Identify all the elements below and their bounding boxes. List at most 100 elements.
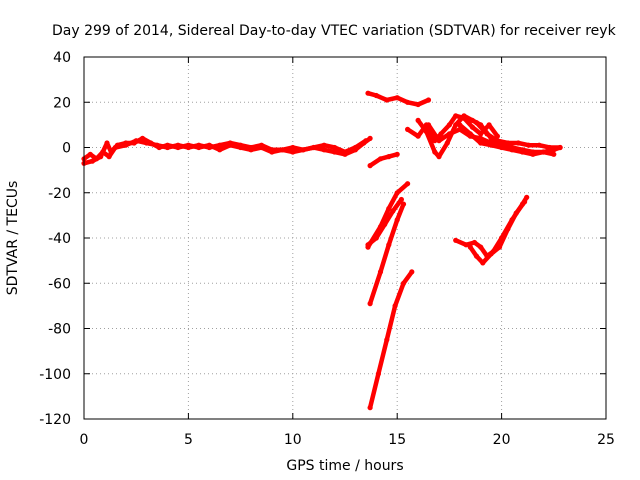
data-point: [185, 142, 191, 148]
data-point: [148, 140, 154, 146]
data-point: [540, 149, 547, 155]
x-tick-label: 5: [184, 432, 193, 448]
data-point: [375, 371, 381, 377]
data-point: [473, 253, 480, 259]
data-point: [405, 181, 411, 187]
data-point: [321, 142, 327, 148]
data-point: [367, 405, 373, 411]
data-point: [423, 129, 429, 135]
data-point: [386, 242, 392, 248]
data-point: [217, 142, 223, 148]
data-point: [106, 154, 112, 160]
data-point: [123, 140, 129, 146]
data-point: [156, 144, 162, 151]
data-point: [522, 199, 528, 205]
data-point: [392, 303, 398, 309]
data-point: [258, 144, 265, 151]
data-point: [415, 133, 421, 139]
data-point: [519, 149, 526, 155]
data-point: [467, 131, 473, 137]
grid: [84, 57, 606, 419]
data-point: [248, 147, 254, 153]
data-point: [515, 140, 521, 146]
data-point: [290, 149, 296, 155]
data-point: [279, 147, 285, 153]
data-point: [473, 120, 480, 126]
data-point: [478, 140, 484, 146]
data-point: [342, 151, 348, 157]
data-point: [382, 221, 388, 227]
data-point: [467, 244, 473, 250]
data-point: [227, 142, 233, 148]
data-point: [89, 158, 95, 164]
data-point: [373, 235, 379, 241]
data-point: [386, 206, 392, 212]
data-point: [365, 242, 371, 248]
data-point: [446, 131, 452, 137]
data-point: [494, 138, 500, 144]
y-tick-label: -80: [48, 322, 71, 338]
data-point: [415, 101, 421, 108]
data-point: [367, 163, 373, 169]
data-point: [367, 301, 373, 307]
series-trace: [457, 122, 557, 157]
data-point: [361, 140, 367, 146]
y-tick-label: -20: [48, 186, 71, 202]
data-point: [505, 140, 511, 146]
data-point: [471, 239, 478, 246]
data-point: [300, 147, 306, 153]
data-point: [469, 117, 475, 123]
data-point: [196, 144, 202, 151]
y-tick-label: 20: [53, 95, 71, 111]
data-point: [425, 97, 432, 103]
data-traces: [81, 90, 563, 411]
y-tick-label: -100: [39, 367, 71, 383]
data-point: [384, 97, 390, 103]
data-point: [321, 147, 327, 153]
y-axis-label: SDTVAR / TECUs: [5, 181, 21, 296]
data-point: [425, 122, 432, 128]
data-point: [469, 124, 475, 130]
data-point: [175, 144, 181, 151]
data-point: [505, 226, 511, 232]
data-point: [377, 156, 384, 162]
y-tick-label: 40: [53, 50, 71, 66]
data-point: [139, 135, 146, 141]
data-point: [486, 122, 492, 128]
data-point: [332, 149, 338, 155]
data-point: [536, 142, 542, 148]
chart-title: Day 299 of 2014, Sidereal Day-to-day VTE…: [52, 23, 617, 39]
data-point: [409, 269, 415, 275]
data-point: [478, 131, 484, 137]
data-point: [446, 122, 452, 128]
data-point: [394, 190, 400, 196]
data-point: [131, 140, 137, 146]
data-point: [453, 237, 459, 243]
data-point: [290, 144, 296, 151]
data-point: [524, 194, 530, 200]
data-point: [394, 217, 400, 223]
data-point: [394, 151, 400, 157]
y-tick-label: 0: [62, 141, 71, 157]
data-point: [400, 201, 407, 207]
y-tick-label: -120: [39, 412, 71, 428]
data-point: [457, 122, 463, 128]
data-point: [108, 149, 114, 155]
data-point: [405, 99, 411, 105]
data-point: [415, 117, 421, 123]
data-point: [398, 196, 404, 203]
data-point: [436, 138, 442, 144]
y-tick-label: -40: [48, 231, 71, 247]
data-point: [453, 113, 459, 119]
data-point: [509, 147, 515, 153]
data-point: [269, 149, 275, 155]
data-point: [499, 144, 505, 151]
data-point: [394, 95, 400, 101]
data-point: [206, 142, 212, 148]
data-point: [453, 122, 459, 128]
data-point: [367, 135, 373, 141]
data-point: [461, 113, 467, 119]
data-point: [432, 149, 438, 155]
data-point: [513, 210, 519, 216]
axis-ticks: 0 5 10 15 20 25 -120 -100 -80 -60 -40 -20 0 20 40: [39, 50, 615, 448]
